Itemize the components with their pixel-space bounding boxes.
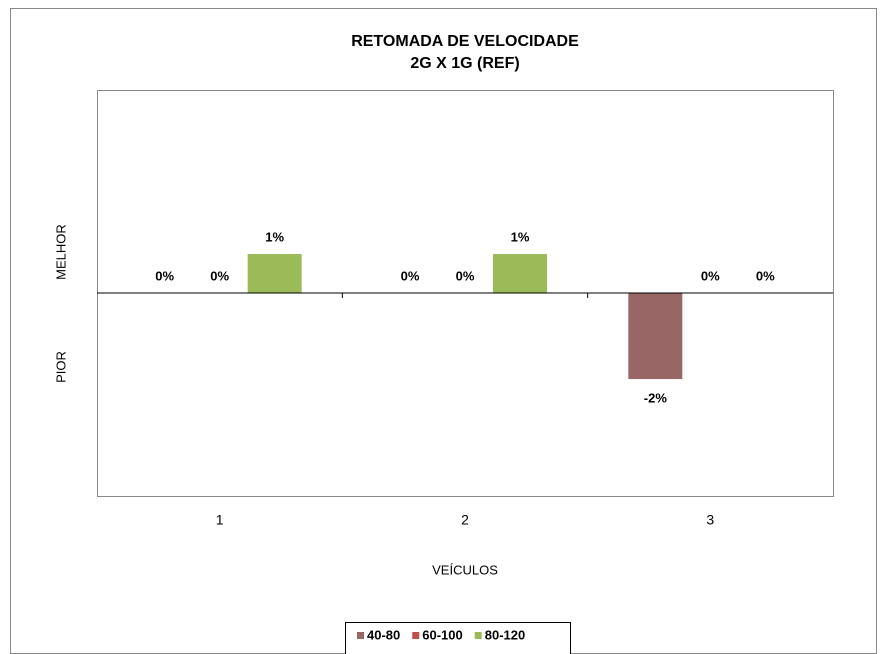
x-axis-title: VEÍCULOS (432, 562, 498, 577)
data-label: 1% (265, 229, 284, 244)
x-tick-label: 3 (706, 512, 714, 528)
y-annotation: MELHOR (53, 224, 68, 280)
data-label: 0% (701, 268, 720, 283)
bar (493, 254, 547, 293)
legend-label: 80-120 (485, 627, 525, 642)
x-tick-label: 2 (461, 512, 469, 528)
bar (247, 254, 302, 293)
legend-box (345, 622, 571, 654)
data-label: 0% (155, 268, 174, 283)
bar (628, 293, 683, 380)
chart-frame (10, 8, 877, 654)
legend-label: 40-80 (367, 627, 400, 642)
chart-subtitle: 2G X 1G (REF) (410, 55, 519, 72)
chart-title: RETOMADA DE VELOCIDADE (351, 33, 579, 50)
data-label: 0% (756, 268, 775, 283)
data-label: 1% (511, 229, 530, 244)
data-label: 0% (401, 268, 420, 283)
data-label: -2% (644, 391, 668, 406)
legend-swatch (357, 632, 364, 639)
legend-swatch (474, 632, 482, 639)
legend-swatch (412, 632, 420, 639)
data-label: 0% (210, 268, 229, 283)
y-annotation: PIOR (53, 351, 68, 383)
legend-label: 60-100 (422, 627, 462, 642)
data-label: 0% (456, 268, 475, 283)
x-tick-label: 1 (216, 512, 224, 528)
